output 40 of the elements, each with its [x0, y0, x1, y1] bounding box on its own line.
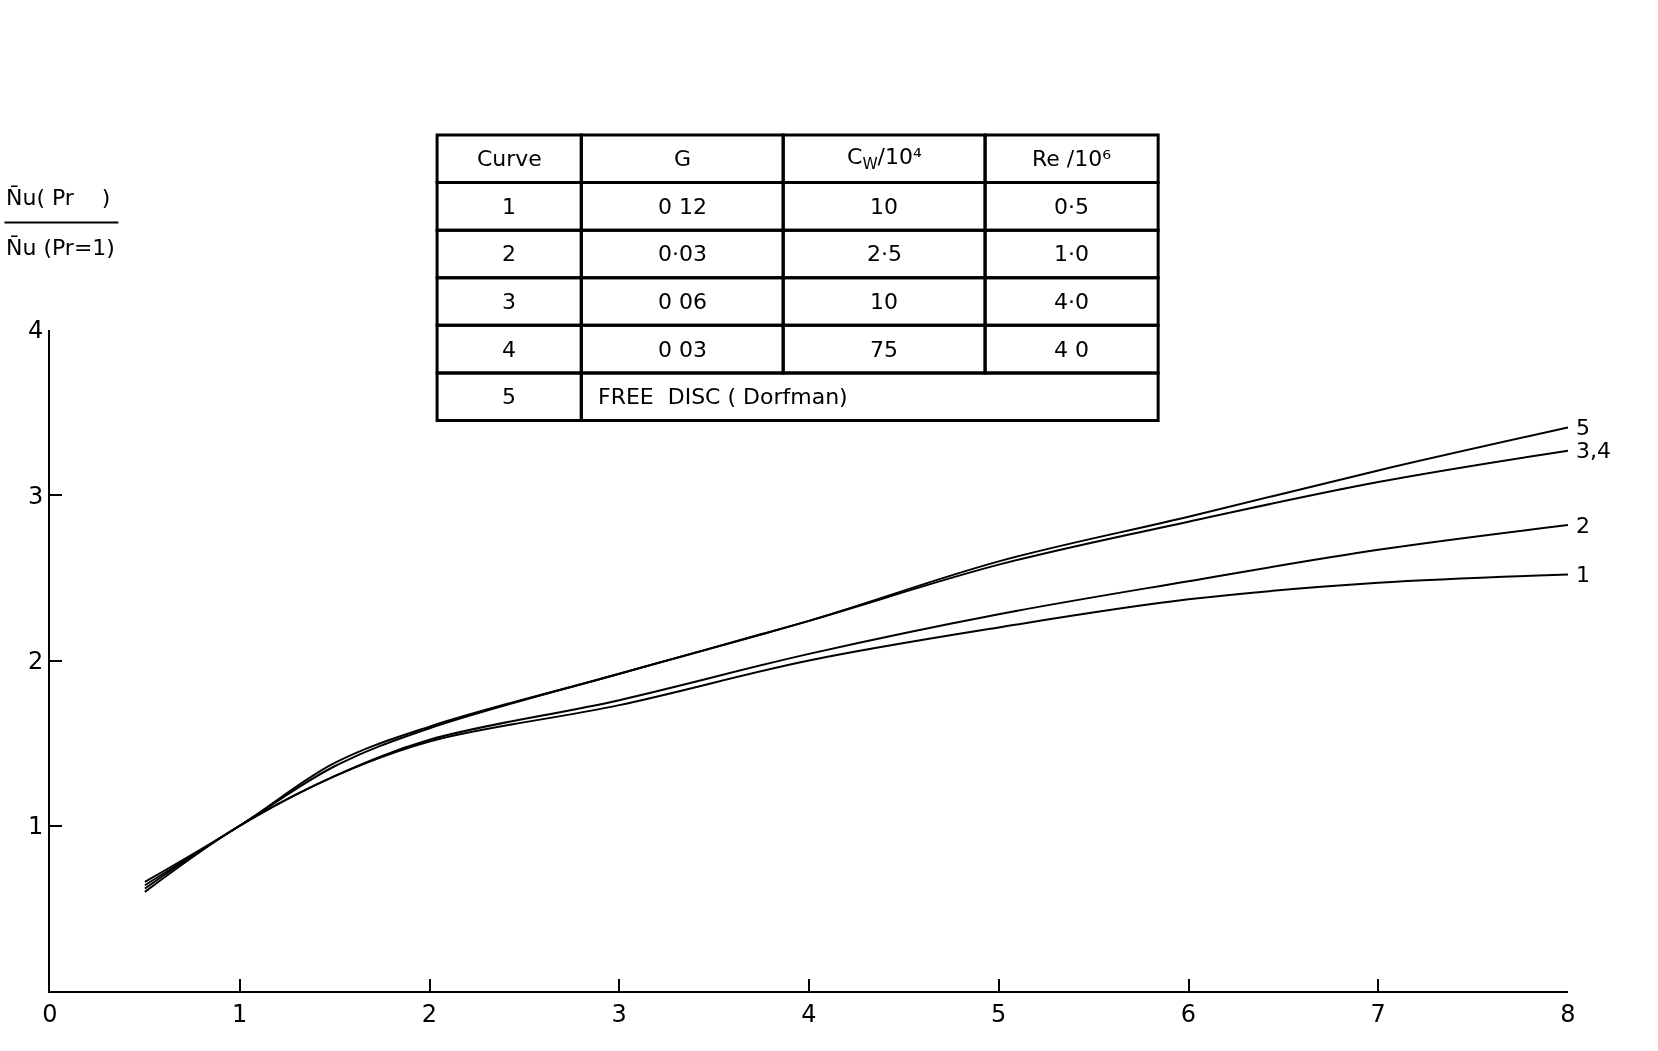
x-tick-label: 6 — [1180, 999, 1197, 1028]
text: 1·0 — [1054, 241, 1089, 266]
series-label: 1 — [1576, 562, 1590, 587]
y-tick-label: 4 — [27, 316, 44, 345]
text: Re /10⁶ — [1032, 146, 1112, 171]
x-tick-label: 8 — [1560, 999, 1576, 1028]
text: 0·5 — [1054, 194, 1089, 219]
annotation: 4 — [502, 337, 516, 362]
text: C$_{W}$/10⁴ — [847, 144, 922, 173]
text: 2·5 — [867, 241, 902, 266]
x-tick-label: 3 — [611, 999, 627, 1028]
text: 0·03 — [658, 241, 707, 266]
text: 2 — [502, 241, 516, 266]
series-label: 2 — [1576, 513, 1590, 538]
text: 1 — [502, 194, 516, 219]
series-label: 3,4 — [1576, 438, 1611, 463]
annotation: 4 0 — [1054, 337, 1089, 362]
text: 4·0 — [1054, 289, 1089, 314]
x-tick-label: 1 — [232, 999, 248, 1028]
x-tick-label: 0 — [42, 999, 58, 1028]
annotation: FREE DISC ( Dorfman) — [598, 384, 848, 409]
y-tick-label: 1 — [27, 812, 44, 841]
series-label: 5 — [1576, 415, 1590, 440]
y-axis-title: N̄u( Pr ) N̄u (Pr=1) — [6, 185, 115, 261]
text: 0 06 — [658, 289, 707, 314]
text: 10 — [870, 289, 898, 314]
x-tick-label: 5 — [991, 999, 1007, 1028]
text: Curve — [477, 146, 542, 171]
text: 3 — [502, 289, 516, 314]
annotation: 5 — [502, 384, 516, 409]
y-tick-label: 2 — [27, 646, 44, 675]
annotation: 75 — [870, 337, 898, 362]
y-tick-label: 3 — [27, 481, 44, 510]
text: 10 — [870, 194, 898, 219]
x-tick-label: 2 — [421, 999, 438, 1028]
x-tick-label: 4 — [801, 999, 817, 1028]
x-tick-label: 7 — [1370, 999, 1386, 1028]
text: 0 12 — [658, 194, 707, 219]
text: G — [674, 146, 692, 171]
annotation: 0 03 — [658, 337, 707, 362]
